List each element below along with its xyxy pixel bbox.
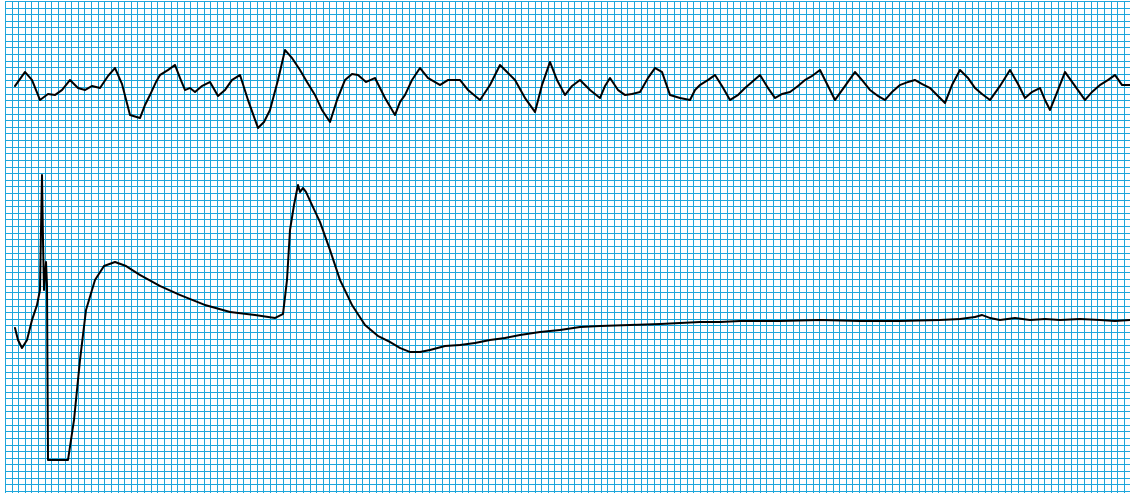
lower-trace — [14, 174, 1130, 461]
grid — [5, 1, 1130, 493]
upper-trace — [14, 49, 1130, 129]
